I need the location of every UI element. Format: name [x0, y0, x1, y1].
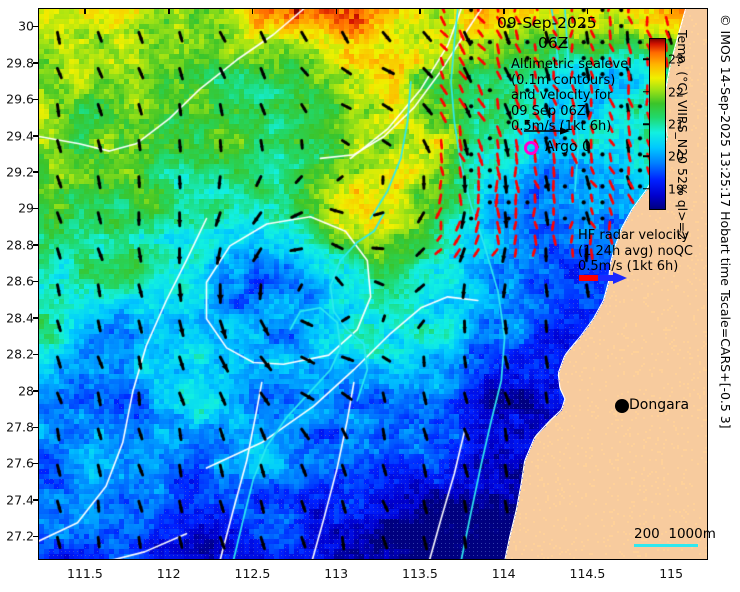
- colorbar-tick-label: 21: [668, 116, 684, 132]
- y-tick-label: 28.8: [6, 237, 34, 253]
- colorbar-tick-label: 22: [668, 84, 684, 100]
- title-time: 06Z: [538, 34, 569, 52]
- x-tick-mark: [84, 8, 86, 14]
- x-tick-label: 112: [156, 566, 181, 581]
- y-tick-label: 29.8: [6, 55, 34, 71]
- title-date: 09-Sep-2025: [497, 14, 597, 32]
- x-tick-label: 112.5: [234, 566, 271, 581]
- y-tick-mark: [33, 25, 38, 28]
- y-tick-label: 27.4: [6, 492, 34, 508]
- colorbar-tick-label: 23: [668, 51, 684, 67]
- x-tick-label: 113: [324, 566, 349, 581]
- x-tick-mark: [670, 8, 673, 14]
- argo-marker-icon: [524, 141, 538, 155]
- y-tick-label: 28.4: [6, 310, 34, 326]
- credit-text: © IMOS 14-Sep-2025 13:25:17 Hobart time …: [718, 14, 733, 429]
- colorbar-tick-mark: [643, 90, 649, 93]
- x-tick-mark: [335, 8, 338, 14]
- y-tick-mark: [33, 499, 38, 501]
- scalebar-line: [634, 544, 698, 547]
- y-tick-mark: [33, 171, 38, 173]
- y-tick-label: 29.2: [6, 164, 34, 180]
- y-tick-mark: [33, 62, 38, 64]
- y-tick-mark: [33, 135, 38, 137]
- colorbar-tick-mark: [643, 155, 649, 158]
- hf-radar-arrow-icon: [579, 272, 627, 284]
- colorbar-tick-mark: [643, 188, 649, 190]
- x-tick-mark: [503, 8, 505, 14]
- argo-legend-label: Argo 0: [545, 139, 591, 155]
- hf-radar-legend-text: HF radar velocity (1 24h avg) noQC 0.5m/…: [578, 228, 694, 274]
- map-plot-area[interactable]: [38, 8, 708, 560]
- x-tick-mark: [586, 8, 589, 14]
- velocity-scale-arrow-icon: [524, 127, 570, 135]
- x-tick-label: 114.5: [569, 566, 606, 581]
- y-tick-mark: [33, 535, 38, 538]
- colorbar-tick-label: 20: [668, 148, 684, 164]
- dongara-label: Dongara: [629, 397, 690, 413]
- y-tick-label: 29.6: [6, 91, 34, 107]
- colorbar: [649, 38, 666, 210]
- y-tick-label: 28.2: [6, 346, 34, 362]
- y-tick-mark: [33, 317, 38, 319]
- x-tick-mark: [251, 8, 254, 14]
- y-tick-label: 27.6: [6, 455, 34, 471]
- y-tick-mark: [33, 353, 38, 356]
- colorbar-tick-label: 19: [668, 181, 684, 197]
- y-tick-mark: [33, 207, 38, 210]
- y-tick-label: 27.2: [6, 528, 34, 544]
- y-tick-label: 28.6: [6, 273, 34, 289]
- y-tick-label: 27.8: [6, 419, 34, 435]
- x-tick-label: 113.5: [401, 566, 438, 581]
- x-tick-label: 115: [659, 566, 684, 581]
- dongara-city-marker: [615, 399, 629, 413]
- colorbar-tick-mark: [643, 58, 649, 60]
- y-tick-mark: [33, 244, 38, 246]
- scalebar-label: 200 1000m: [634, 526, 716, 542]
- y-tick-label: 28: [18, 383, 34, 399]
- y-tick-mark: [33, 462, 38, 465]
- y-tick-label: 29.4: [6, 128, 34, 144]
- x-tick-mark: [168, 8, 170, 14]
- y-tick-mark: [33, 280, 38, 283]
- y-tick-label: 30: [18, 18, 34, 34]
- x-tick-label: 114: [491, 566, 516, 581]
- description-text: Altimetric sealevel (0.1m contours) and …: [511, 57, 632, 134]
- x-tick-label: 111.5: [66, 566, 103, 581]
- colorbar-tick-mark: [643, 123, 649, 125]
- colorbar-title: Temp. (°C) VIIRS_N20 52% ql>=2: [675, 30, 690, 241]
- y-tick-mark: [33, 98, 38, 101]
- y-tick-mark: [33, 426, 38, 428]
- y-tick-mark: [33, 390, 38, 392]
- x-tick-mark: [419, 8, 421, 14]
- colorbar-gradient: [650, 39, 665, 209]
- velocity-vectors-layer: [39, 9, 707, 559]
- y-tick-label: 29: [18, 200, 34, 216]
